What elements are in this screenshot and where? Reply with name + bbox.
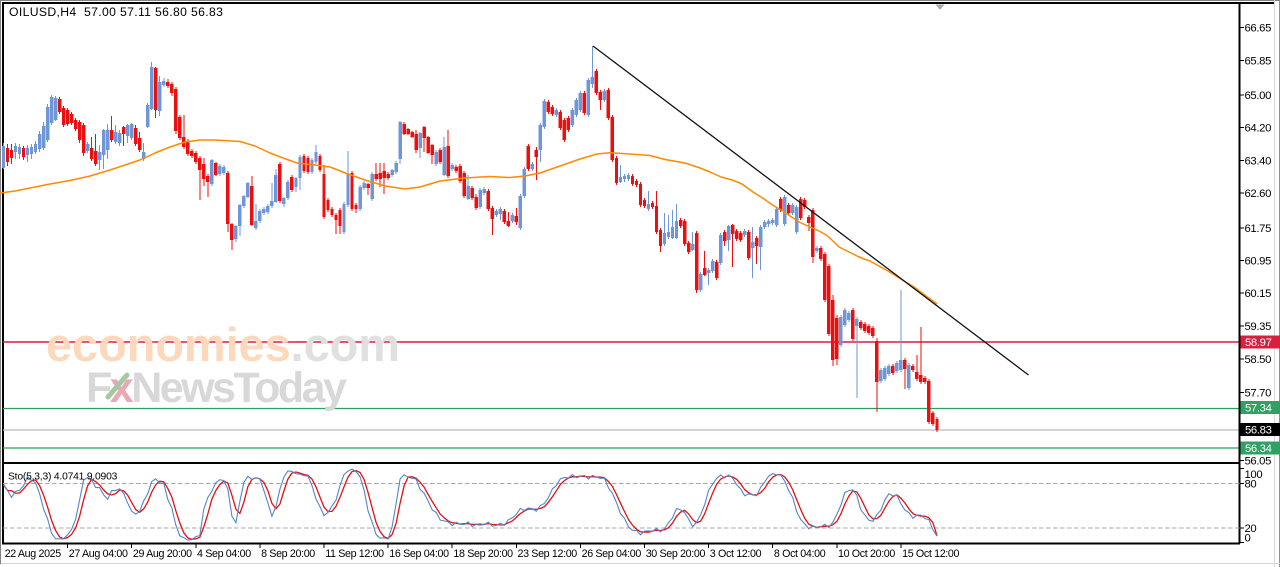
- svg-text:63.40: 63.40: [1245, 155, 1272, 167]
- svg-text:56.34: 56.34: [1245, 443, 1272, 455]
- svg-text:16 Sep 04:00: 16 Sep 04:00: [389, 548, 449, 560]
- svg-text:4 Sep 04:00: 4 Sep 04:00: [197, 548, 251, 560]
- svg-text:66.65: 66.65: [1245, 23, 1272, 35]
- svg-text:58.50: 58.50: [1245, 354, 1272, 366]
- svg-text:22 Aug 2025: 22 Aug 2025: [5, 548, 62, 560]
- svg-text:62.60: 62.60: [1245, 188, 1272, 200]
- svg-text:Sto(5,3,3) 4.0741 9.0903: Sto(5,3,3) 4.0741 9.0903: [8, 472, 118, 483]
- svg-text:100: 100: [1245, 469, 1263, 481]
- svg-text:30 Sep 20:00: 30 Sep 20:00: [646, 548, 706, 560]
- svg-text:20: 20: [1245, 523, 1257, 535]
- svg-text:60.95: 60.95: [1245, 255, 1272, 267]
- svg-text:57.70: 57.70: [1245, 388, 1272, 400]
- svg-text:8 Sep 20:00: 8 Sep 20:00: [261, 548, 315, 560]
- svg-text:59.35: 59.35: [1245, 321, 1272, 333]
- svg-text:26 Sep 04:00: 26 Sep 04:00: [582, 548, 642, 560]
- svg-text:29 Aug 20:00: 29 Aug 20:00: [133, 548, 192, 560]
- svg-text:61.75: 61.75: [1245, 223, 1272, 235]
- svg-text:56.83: 56.83: [1245, 425, 1272, 437]
- svg-text:18 Sep 20:00: 18 Sep 20:00: [453, 548, 513, 560]
- svg-text:economies.com: economies.com: [46, 318, 400, 371]
- svg-text:8 Oct 04:00: 8 Oct 04:00: [774, 548, 826, 560]
- svg-text:FxNewsToday: FxNewsToday: [86, 364, 347, 412]
- svg-text:65.00: 65.00: [1245, 90, 1272, 102]
- svg-text:3 Oct 12:00: 3 Oct 12:00: [710, 548, 762, 560]
- svg-text:23 Sep 12:00: 23 Sep 12:00: [518, 548, 578, 560]
- svg-text:27 Aug 04:00: 27 Aug 04:00: [69, 548, 128, 560]
- svg-text:15 Oct 12:00: 15 Oct 12:00: [902, 548, 959, 560]
- svg-text:10 Oct 20:00: 10 Oct 20:00: [838, 548, 895, 560]
- svg-text:64.20: 64.20: [1245, 123, 1272, 135]
- svg-text:58.97: 58.97: [1245, 337, 1272, 349]
- svg-text:11 Sep 12:00: 11 Sep 12:00: [325, 548, 384, 560]
- svg-text:0: 0: [1245, 533, 1251, 545]
- svg-text:56.05: 56.05: [1245, 456, 1272, 468]
- svg-text:80: 80: [1245, 478, 1257, 490]
- svg-text:OILUSD,H4 57.00 57.11 56.80 5: OILUSD,H4 57.00 57.11 56.80 56.83: [9, 5, 223, 19]
- svg-text:57.34: 57.34: [1245, 403, 1272, 415]
- svg-text:60.15: 60.15: [1245, 288, 1272, 300]
- svg-text:65.85: 65.85: [1245, 55, 1272, 67]
